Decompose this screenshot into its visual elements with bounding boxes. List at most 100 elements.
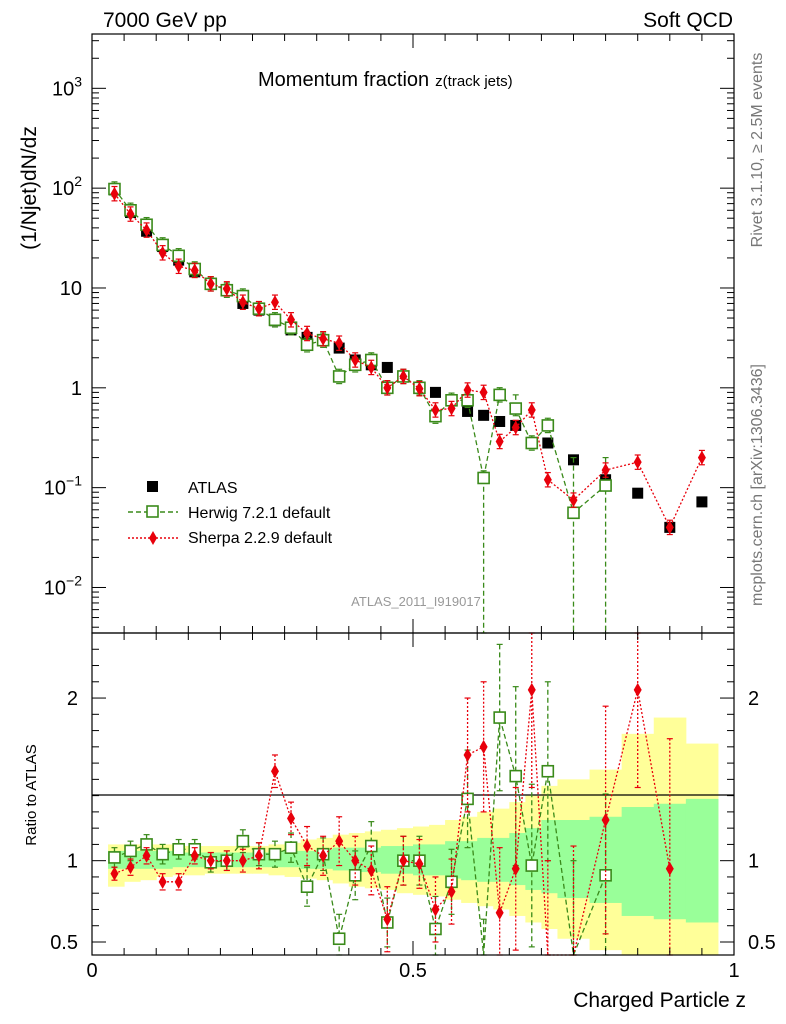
- data-point-atlas: [542, 437, 554, 449]
- main-y-tick-base: 10: [44, 478, 66, 500]
- data-point-sherpa: [431, 402, 440, 417]
- main-series-layer: [108, 181, 708, 634]
- data-point-atlas: [462, 405, 474, 417]
- ratio-point-herwig: [332, 932, 346, 946]
- main-y-tick-label: 103: [52, 73, 82, 100]
- ratio-point-sherpa: [142, 848, 151, 863]
- main-chart-title: Momentum fraction z(track jets): [258, 69, 513, 91]
- data-point-atlas: [494, 415, 506, 427]
- data-point-sherpa: [254, 301, 263, 316]
- x-tick-label: 0.5: [399, 960, 427, 982]
- ratio-y-tick-label-right: 0.5: [748, 932, 776, 954]
- header-left-label: 7000 GeV pp: [103, 9, 227, 32]
- data-point-sherpa: [351, 352, 360, 367]
- ratio-band-green: [332, 847, 350, 871]
- legend-atlas-marker: [147, 481, 158, 492]
- ratio-point-sherpa: [463, 747, 472, 762]
- data-point-sherpa: [335, 336, 344, 351]
- main-y-tick-base: 1: [71, 378, 82, 400]
- ratio-point-sherpa: [206, 853, 215, 868]
- ratio-point-sherpa: [447, 884, 456, 899]
- main-chart-title-text: Momentum fraction: [258, 69, 429, 91]
- ratio-point-sherpa: [222, 853, 231, 868]
- ratio-band-green: [621, 807, 655, 916]
- ratio-band-green: [477, 837, 494, 882]
- main-y-tick-label: 10: [60, 278, 82, 300]
- data-point-sherpa: [319, 331, 328, 346]
- header-right-label: Soft QCD: [643, 9, 733, 32]
- main-y-tick-label: 10−1: [44, 473, 82, 500]
- ratio-point-sherpa: [415, 856, 424, 871]
- ratio-point-sherpa: [190, 848, 199, 863]
- ratio-band-green: [525, 828, 542, 890]
- legend-sherpa-label: Sherpa 2.2.9 default: [188, 530, 333, 547]
- ratio-point-sherpa: [158, 874, 167, 889]
- ratio-point-herwig: [108, 851, 121, 864]
- ratio-point-sherpa: [110, 866, 119, 881]
- ratio-band-green: [300, 850, 318, 869]
- ratio-point-herwig: [156, 847, 169, 861]
- main-y-tick-exponent: 3: [74, 73, 82, 89]
- main-y-tick-exponent: 2: [74, 173, 82, 189]
- ratio-point-herwig: [172, 842, 185, 856]
- ratio-point-sherpa: [319, 848, 328, 863]
- data-point-sherpa: [463, 383, 472, 398]
- data-point-sherpa: [527, 402, 536, 417]
- ratio-point-herwig: [493, 711, 506, 724]
- main-chart-title-sub: z(track jets): [435, 73, 513, 90]
- data-point-herwig: [477, 471, 490, 485]
- ratio-band-green: [429, 844, 446, 876]
- ratio-series-sherpa: [110, 632, 674, 956]
- ratio-point-herwig: [541, 764, 555, 778]
- main-y-tick-base: 10: [52, 178, 74, 200]
- ratio-band-green: [172, 852, 189, 868]
- ratio-y-tick-label-right: 1: [748, 851, 759, 873]
- ratio-point-herwig: [124, 844, 137, 858]
- ratio-point-sherpa: [601, 813, 610, 828]
- ratio-point-herwig: [268, 847, 282, 861]
- ratio-uncertainty-bands: [108, 717, 719, 955]
- data-point-sherpa: [665, 520, 674, 535]
- data-point-herwig: [268, 313, 282, 327]
- ratio-point-sherpa: [351, 853, 360, 868]
- ratio-point-sherpa: [238, 853, 247, 868]
- data-point-sherpa: [190, 263, 199, 278]
- ratio-point-sherpa: [287, 811, 296, 826]
- ratio-panel: 0.5 0.5 1 1 2 2 0 0.5 1 Ratio to ATLAS Charged P…: [23, 632, 776, 1012]
- data-point-atlas: [381, 361, 393, 373]
- mcplots-source-label: mcplots.cern.ch [arXiv:1306.3436]: [749, 364, 766, 606]
- ratio-band-green: [380, 846, 398, 874]
- data-point-sherpa: [479, 385, 488, 400]
- data-point-atlas: [429, 386, 441, 398]
- ratio-point-sherpa: [431, 902, 440, 917]
- main-axis-ticks: [91, 34, 735, 633]
- ratio-point-herwig: [236, 834, 250, 848]
- data-point-sherpa: [697, 450, 706, 465]
- main-y-tick-exponent: −2: [66, 572, 82, 588]
- ratio-point-sherpa: [665, 861, 674, 876]
- data-point-atlas: [632, 487, 644, 499]
- data-point-sherpa: [206, 276, 215, 291]
- ratio-point-sherpa: [335, 834, 344, 849]
- main-y-tick-base: 10: [52, 78, 74, 100]
- ratio-y-axis-title: Ratio to ATLAS: [23, 744, 40, 845]
- data-point-sherpa: [633, 455, 642, 470]
- data-point-sherpa: [110, 186, 119, 201]
- data-point-herwig: [541, 419, 555, 432]
- main-series-sherpa: [110, 185, 706, 536]
- data-point-sherpa: [270, 295, 279, 310]
- legend-atlas-label: ATLAS: [188, 480, 238, 497]
- ratio-band-green: [461, 841, 478, 881]
- x-tick-label: 0: [86, 960, 97, 982]
- ratio-y-tick-label: 2: [67, 688, 78, 710]
- main-y-tick-base: 10: [44, 577, 66, 599]
- ratio-band-green: [653, 803, 687, 920]
- data-point-sherpa: [495, 434, 504, 449]
- data-point-sherpa: [126, 207, 135, 222]
- data-point-sherpa: [238, 295, 247, 310]
- ratio-point-sherpa: [174, 874, 183, 889]
- ratio-point-herwig: [300, 880, 314, 893]
- data-point-sherpa: [174, 259, 183, 274]
